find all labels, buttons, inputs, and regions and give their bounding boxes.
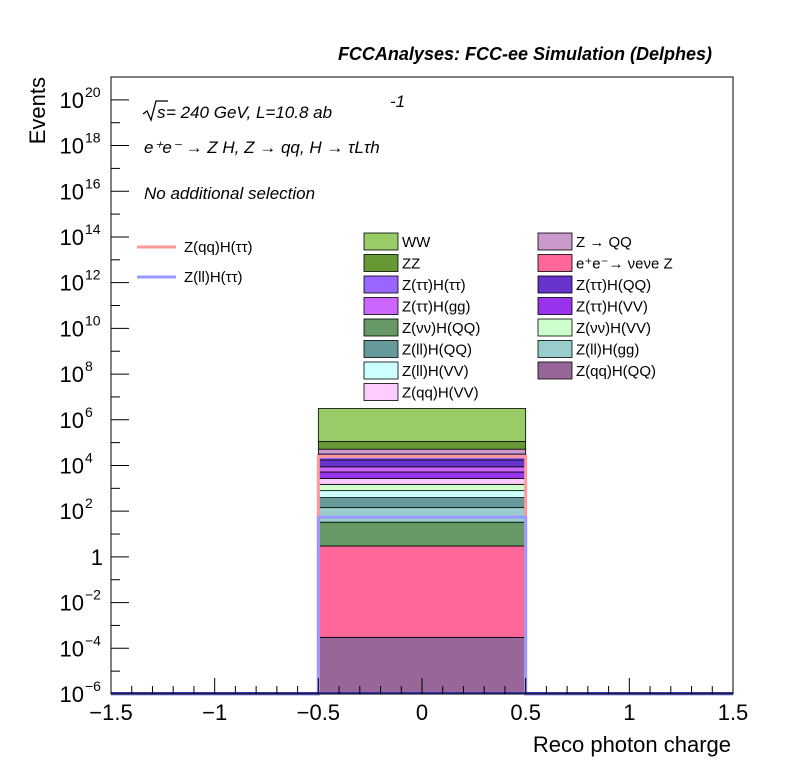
- luminosity-exponent: -1: [390, 92, 405, 111]
- sqrt-s-symbol: s: [157, 103, 166, 122]
- legend-label: Z(ll)H(ττ): [184, 269, 243, 286]
- y-tick-label: 10: [60, 591, 84, 616]
- y-tick-label: 10: [60, 134, 84, 159]
- y-tick-exponent: 12: [85, 267, 101, 283]
- y-tick-label: 10: [60, 179, 84, 204]
- y-tick-exponent: 6: [85, 404, 93, 420]
- legend-label: ZZ: [402, 256, 420, 273]
- stack-bar-z-ll-h-vv: [317, 490, 527, 499]
- legend-label: Z(ll)H(QQ): [402, 342, 472, 359]
- y-tick-label: 10: [60, 225, 84, 250]
- legend-swatch-z-ll-h-vv: [363, 361, 399, 380]
- stack-bar-z-h-gg: [317, 466, 527, 473]
- y-tick-exponent: −4: [85, 632, 101, 648]
- process-annotation: e⁺e⁻ → Z H, Z → qq, H → τLτh: [144, 138, 380, 157]
- legend-swatch-z-h-gg: [363, 297, 399, 315]
- selection-annotation: No additional selection: [144, 184, 315, 203]
- stack-bar-e-e-e-e-z: [317, 545, 527, 638]
- stack-bar-ww: [317, 408, 527, 442]
- legend-label: Z(ττ)H(VV): [576, 299, 648, 316]
- legend-background: [358, 231, 684, 406]
- y-tick-label: 10: [60, 499, 84, 524]
- stack-bar-z-ll-h-qq: [317, 497, 527, 509]
- y-tick-label: 10: [60, 88, 84, 113]
- stack-bar-z-h-vv: [317, 471, 527, 479]
- y-tick-label: 10: [60, 271, 84, 296]
- x-tick-label: −0.5: [297, 700, 340, 725]
- x-tick-label: −1: [202, 700, 227, 725]
- energy-annotation: s = 240 GeV, L=10.8 ab -1: [142, 92, 405, 122]
- y-tick-exponent: 8: [85, 358, 93, 374]
- x-tick-label: 0.5: [510, 700, 541, 725]
- y-tick-label: 10: [60, 636, 84, 661]
- y-tick-label: 10: [60, 362, 84, 387]
- chart-title: FCCAnalyses: FCC-ee Simulation (Delphes): [338, 44, 712, 64]
- legend-label: Z(qq)H(ττ): [184, 239, 253, 256]
- legend-swatch-z-ll-h-qq: [363, 340, 399, 358]
- y-tick-exponent: 16: [85, 175, 101, 191]
- x-tick-label: −1.5: [89, 700, 132, 725]
- legend-label: Z(ττ)H(gg): [402, 299, 471, 316]
- legend-label: Z → QQ: [576, 234, 632, 251]
- legend-label: e⁺e⁻→ νeνe Z: [576, 256, 673, 273]
- x-axis-label: Reco photon charge: [533, 732, 731, 757]
- y-tick-label: 10: [60, 453, 84, 478]
- legend-label: Z(ττ)H(QQ): [576, 277, 651, 294]
- y-tick-exponent: −6: [85, 678, 101, 694]
- legend-label: WW: [402, 234, 431, 251]
- stack-bar-z-h-vv: [317, 483, 527, 492]
- y-axis-label: Events: [25, 77, 50, 144]
- x-tick-label: 1.5: [718, 700, 749, 725]
- legend-label: Z(ll)H(VV): [402, 363, 469, 380]
- y-tick-exponent: −2: [85, 587, 101, 603]
- y-tick-label: 10: [60, 408, 84, 433]
- stack-bar-zz: [317, 441, 527, 450]
- stack-bar-z-ll-h-gg: [317, 507, 527, 523]
- legend-swatch-z-ll-h-gg: [537, 340, 573, 358]
- stack-bar-z-h-qq: [317, 521, 527, 547]
- stack-layer: [317, 408, 527, 695]
- legend-label: Z(νν)H(QQ): [402, 320, 480, 337]
- energy-luminosity-text: = 240 GeV, L=10.8 ab: [166, 103, 332, 122]
- y-tick-exponent: 20: [85, 84, 101, 100]
- x-tick-label: 0: [416, 700, 428, 725]
- legend-label: Z(ττ)H(ττ): [402, 277, 466, 294]
- legend-swatch-ww: [363, 232, 399, 251]
- legend-swatch-zz: [363, 254, 399, 272]
- y-tick-exponent: 14: [85, 221, 101, 237]
- y-tick-exponent: 10: [85, 312, 101, 328]
- y-tick-exponent: 18: [85, 130, 101, 146]
- x-tick-label: 1: [623, 700, 635, 725]
- y-tick-label: 10: [60, 316, 84, 341]
- sqrt-sign: [142, 100, 168, 122]
- legend-swatch-z-h: [363, 275, 399, 294]
- y-tick-exponent: 2: [85, 495, 93, 511]
- stack-bar-z-h-qq: [317, 459, 527, 468]
- stack-bar-z-qq: [317, 448, 527, 455]
- legend-label: Z(qq)H(VV): [402, 385, 479, 402]
- legend-swatch-z-h-qq: [537, 275, 573, 294]
- y-tick-label: 1: [91, 545, 103, 570]
- legend-swatch-z-qq-h-vv: [363, 383, 399, 401]
- legend-swatch-e-e-e-e-z: [537, 254, 573, 272]
- legend-swatch-z-h-qq: [363, 318, 399, 337]
- legend-swatch-z-qq: [537, 232, 573, 251]
- legend: Z(qq)H(ττ) Z(ll)H(ττ) WW ZZ Z(ττ)H(ττ) Z(ττ)H…: [137, 231, 684, 406]
- legend-label: Z(νν)H(VV): [576, 320, 651, 337]
- y-tick-label: 10: [60, 682, 84, 707]
- legend-label: Z(ll)H(gg): [576, 342, 639, 359]
- legend-swatch-z-h-vv: [537, 318, 573, 337]
- legend-label: Z(qq)H(QQ): [576, 363, 656, 380]
- legend-swatch-z-h-vv: [537, 297, 573, 315]
- legend-swatch-z-qq-h-qq: [537, 361, 573, 380]
- stack-bar-z-qq-h-vv: [317, 478, 527, 485]
- y-tick-exponent: 4: [85, 449, 93, 465]
